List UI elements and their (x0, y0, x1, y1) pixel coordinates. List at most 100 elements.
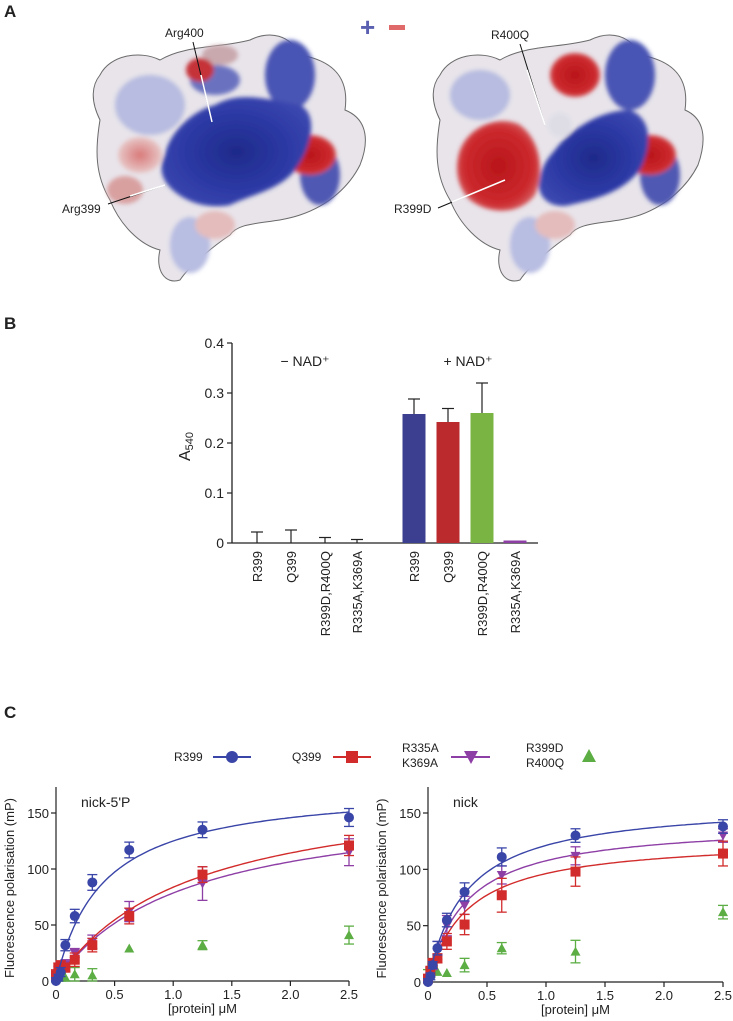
x-category-label: R399 (407, 551, 422, 582)
negative-charge-legend-icon (389, 25, 405, 30)
x-tick-label: 2.0 (281, 987, 299, 1002)
x-axis-label: [protein] μM (541, 1002, 610, 1017)
data-point (459, 960, 470, 970)
data-point (87, 940, 98, 951)
bar (436, 422, 460, 543)
legend-label-r335a: R335A (402, 741, 439, 755)
data-point (441, 915, 452, 926)
data-point (55, 967, 66, 978)
x-tick-label: 1.5 (223, 987, 241, 1002)
chart-title: nick (453, 794, 479, 810)
x-tick-label: 0.5 (106, 987, 124, 1002)
x-category-label: Q399 (441, 551, 456, 583)
data-point (344, 930, 354, 940)
legend-label-r399: R399 (174, 750, 203, 764)
label-r399d: R399D (394, 202, 432, 216)
x-tick-label: 2.5 (714, 988, 732, 1003)
y-tick-label: 100 (399, 862, 421, 877)
electrostatic-surfaces (92, 34, 704, 282)
legend-triangle-up-icon (582, 749, 596, 762)
data-point (69, 969, 80, 979)
data-point (432, 943, 443, 954)
data-point (69, 954, 80, 965)
data-point (570, 830, 581, 841)
x-axis-label: [protein] μM (168, 1001, 237, 1016)
y-axis-label: Fluorescence polarisation (mP) (2, 798, 17, 978)
positive-charge-legend-icon: + (360, 12, 376, 42)
y-tick-label: 0.2 (205, 435, 225, 451)
data-point (87, 877, 98, 888)
x-category-label: Q399 (284, 551, 299, 583)
bar (470, 413, 494, 543)
data-point (496, 890, 507, 901)
data-point (124, 911, 135, 922)
data-point (459, 886, 470, 897)
data-point (432, 953, 443, 964)
label-arg399: Arg399 (62, 202, 101, 216)
legend-square-icon (346, 751, 358, 763)
y-tick-label: 100 (27, 862, 49, 877)
y-tick-label: 50 (35, 918, 49, 933)
bar-chart-a540: 0 0.1 0.2 0.3 0.4 A540 − NAD⁺ + NAD⁺ R399 Q399 R39… (177, 335, 538, 636)
x-category-label: R399D,R400Q (475, 551, 490, 636)
x-tick-label: 2.5 (340, 987, 358, 1002)
data-point (197, 940, 208, 950)
left-surface (92, 34, 366, 282)
data-point (427, 960, 438, 971)
bar (503, 540, 527, 543)
legend-label-r399d: R399D (526, 741, 564, 755)
fit-curve (55, 842, 350, 982)
data-point (459, 919, 470, 930)
y-tick-label: 0 (414, 975, 421, 990)
legend-circle-icon (226, 751, 238, 763)
legend-triangle-down-icon (464, 751, 478, 764)
binding-chart-nick-5p: 0 50 100 150 0 0.5 1.0 1.5 2.0 2.5 [protein] μM Flu… (2, 787, 358, 1016)
group-label-minus-nad: − NAD⁺ (280, 353, 329, 369)
x-tick-label: 0 (52, 987, 59, 1002)
data-point (60, 940, 71, 951)
x-tick-label: 1.0 (164, 987, 182, 1002)
x-category-label: R335A,K369A (350, 551, 365, 634)
legend-label-r400q: R400Q (526, 756, 564, 770)
y-tick-label: 0 (216, 535, 224, 551)
data-point (718, 821, 728, 832)
data-point (425, 971, 436, 982)
y-tick-label: 150 (27, 806, 49, 821)
data-point (718, 907, 728, 917)
data-point (344, 840, 354, 851)
y-axis-label: A540 (177, 432, 196, 461)
panel-letter-b: B (4, 314, 17, 333)
x-tick-label: 1.0 (537, 988, 555, 1003)
y-axis-label: Fluorescence polarisation (mP) (374, 799, 389, 979)
chart-title: nick-5'P (81, 794, 130, 810)
x-category-label: R399D,R400Q (318, 551, 333, 636)
panel-letter-a: A (4, 2, 17, 21)
x-tick-label: 1.5 (596, 988, 614, 1003)
data-point (496, 851, 507, 862)
label-r400q: R400Q (491, 28, 530, 42)
y-tick-label: 150 (399, 806, 421, 821)
label-arg400: Arg400 (165, 26, 204, 40)
x-category-label: R335A,K369A (508, 551, 523, 634)
x-tick-label: 2.0 (655, 988, 673, 1003)
data-point (718, 848, 728, 859)
data-point (124, 943, 135, 953)
bar (402, 414, 426, 543)
data-point (197, 869, 208, 880)
data-point (496, 870, 507, 880)
legend-label-k369a: K369A (402, 756, 438, 770)
y-tick-label: 0.3 (205, 385, 225, 401)
y-tick-label: 50 (407, 919, 421, 934)
data-point (496, 943, 507, 953)
data-point (441, 967, 452, 977)
x-tick-label: 0.5 (478, 988, 496, 1003)
panel-letter-c: C (4, 703, 17, 722)
binding-chart-nick: 0 50 100 150 0 0.5 1.0 1.5 2.0 2.5 [protein] μM Flu… (374, 787, 732, 1017)
data-point (459, 901, 470, 911)
y-tick-label: 0.4 (205, 335, 225, 351)
data-point (344, 812, 354, 823)
legend-label-q399: Q399 (292, 750, 322, 764)
x-tick-label: 0 (424, 988, 431, 1003)
y-tick-label: 0 (42, 974, 49, 989)
